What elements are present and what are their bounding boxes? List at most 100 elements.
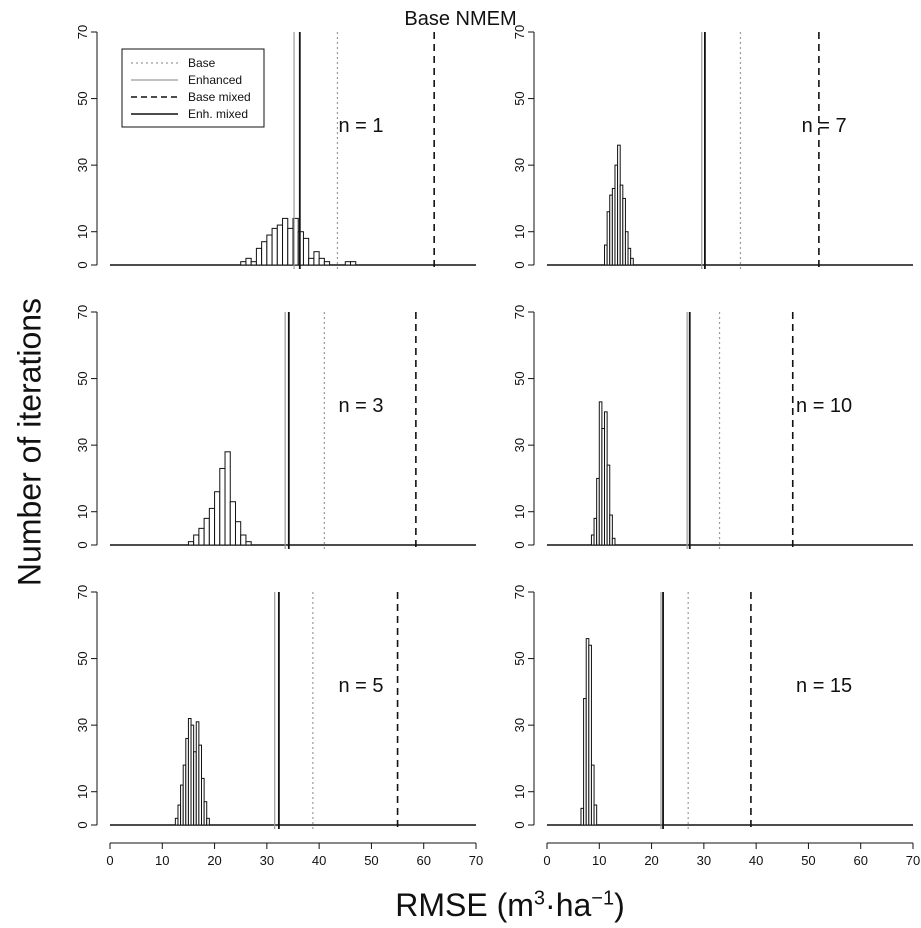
panel-label: n = 3 <box>338 395 383 417</box>
histogram-bar <box>193 534 200 546</box>
histogram-bar <box>255 247 263 266</box>
y-tick-label: 30 <box>75 718 90 732</box>
y-tick-label: 0 <box>512 821 527 828</box>
y-tick-label: 70 <box>512 305 527 319</box>
y-tick-label: 30 <box>512 438 527 452</box>
x-tick-label: 10 <box>592 853 606 868</box>
x-tick-label: 30 <box>260 853 274 868</box>
y-tick-label: 50 <box>75 371 90 385</box>
histogram-bar <box>276 224 284 266</box>
y-tick-label: 50 <box>75 651 90 665</box>
y-tick-label: 50 <box>75 91 90 105</box>
y-tick-label: 50 <box>512 91 527 105</box>
y-tick-label: 10 <box>512 504 527 518</box>
y-tick-label: 50 <box>512 651 527 665</box>
y-tick-label: 0 <box>75 261 90 268</box>
histogram-bar <box>308 257 315 266</box>
panel-1: 0 10 30 50 70 n = 1 <box>75 25 476 269</box>
histogram-bar <box>240 261 247 266</box>
x-tick-label: 70 <box>906 853 920 868</box>
histogram-bar <box>609 514 613 546</box>
histogram-bar <box>245 541 252 546</box>
panel-2: 0 10 30 50 70 n = 7 <box>512 25 913 269</box>
x-tick-label: 0 <box>106 853 113 868</box>
legend-label: Enh. mixed <box>188 107 248 121</box>
x-tick-label: 40 <box>312 853 326 868</box>
legend-label: Base <box>188 56 216 70</box>
y-tick-label: 0 <box>512 261 527 268</box>
histogram-bar <box>198 527 205 546</box>
histogram-bar <box>271 227 278 266</box>
histogram-bar <box>214 491 221 546</box>
histogram-bar <box>245 257 252 266</box>
y-tick-label: 10 <box>75 504 90 518</box>
chart-title: Base NMEM <box>404 8 517 30</box>
histogram-bar <box>282 217 289 266</box>
histogram-bar <box>344 261 352 266</box>
y-tick-label: 10 <box>75 784 90 798</box>
y-tick-label: 30 <box>512 718 527 732</box>
legend-label: Base mixed <box>188 90 251 104</box>
histogram-bar <box>287 227 294 266</box>
y-tick-label: 50 <box>512 371 527 385</box>
histogram-bar <box>208 507 216 546</box>
histogram-bar <box>224 451 231 546</box>
legend-label: Enhanced <box>188 73 242 87</box>
y-tick-label: 10 <box>75 224 90 238</box>
y-tick-label: 10 <box>512 224 527 238</box>
histogram-bar <box>588 644 592 826</box>
histogram-bar <box>611 537 616 546</box>
x-axis-title-sup2: −1 <box>591 887 615 910</box>
x-tick-label: 60 <box>853 853 867 868</box>
y-tick-label: 30 <box>75 438 90 452</box>
histogram-bar <box>318 257 325 266</box>
legend: Base Enhanced Base mixed Enh. mixed <box>121 48 265 128</box>
panel-label: n = 10 <box>796 395 852 417</box>
y-tick-label: 0 <box>75 821 90 828</box>
y-tick-label: 0 <box>512 541 527 548</box>
x-tick-label: 50 <box>364 853 378 868</box>
y-tick-label: 70 <box>75 305 90 319</box>
x-tick-label: 10 <box>155 853 169 868</box>
y-tick-label: 10 <box>512 784 527 798</box>
x-tick-label: 0 <box>543 853 550 868</box>
x-axis-title-sup1: 3 <box>533 887 546 910</box>
histogram-bar <box>219 467 226 546</box>
histogram-bar <box>590 764 595 826</box>
histogram-bar <box>234 521 242 546</box>
panel-5: 0 10 30 50 70 n = 5 0 10 20 30 40 50 60 70 <box>75 585 483 868</box>
y-tick-label: 70 <box>512 25 527 39</box>
panel-label: n = 15 <box>796 675 852 697</box>
histogram-bar <box>606 464 611 546</box>
panel-label: n = 5 <box>338 675 383 697</box>
x-axis-title: RMSE (m3·ha−1) <box>395 887 625 924</box>
x-tick-label: 20 <box>207 853 221 868</box>
histogram-bar <box>187 541 195 546</box>
panel-label: n = 7 <box>802 115 847 137</box>
y-tick-label: 30 <box>75 158 90 172</box>
x-axis-title-mid: ·ha <box>545 887 592 923</box>
histogram-bar <box>203 801 208 826</box>
y-tick-label: 70 <box>75 25 90 39</box>
x-tick-label: 20 <box>644 853 658 868</box>
panel-4: 0 10 30 50 70 n = 10 <box>512 305 913 549</box>
histogram-bar <box>206 817 210 826</box>
x-axis-title-suffix: ) <box>614 887 625 923</box>
histogram-bar <box>313 251 320 266</box>
y-tick-label: 70 <box>512 585 527 599</box>
histogram-bar <box>240 534 247 546</box>
histogram-bar <box>630 257 634 266</box>
histogram-bar <box>266 234 273 266</box>
histogram-bar <box>323 261 331 266</box>
y-tick-label: 70 <box>75 585 90 599</box>
x-tick-label: 40 <box>749 853 763 868</box>
y-tick-label: 30 <box>512 158 527 172</box>
histogram-bar <box>203 517 210 546</box>
panel-label: n = 1 <box>338 115 383 137</box>
x-axis-title-prefix: RMSE (m <box>395 887 534 923</box>
histogram-bar <box>302 237 310 266</box>
histogram-bar <box>350 261 357 266</box>
x-tick-label: 30 <box>697 853 711 868</box>
